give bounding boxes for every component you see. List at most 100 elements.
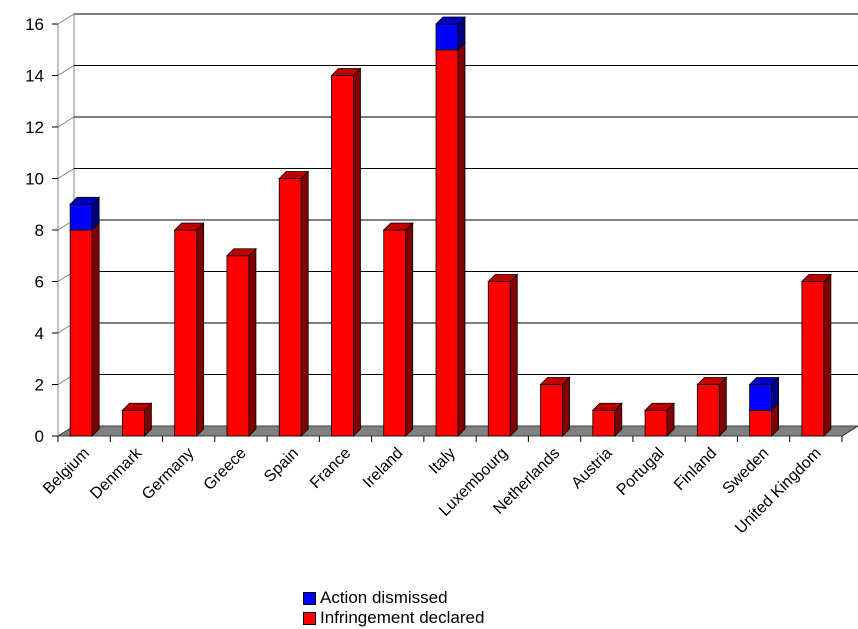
bar-infringement-declared-spain-top xyxy=(278,171,310,179)
bar-group-belgium xyxy=(69,196,101,437)
bar-infringement-declared-germany-front xyxy=(174,229,198,437)
bar-infringement-declared-united-kingdom-side xyxy=(823,273,832,437)
bar-infringement-declared-portugal-front xyxy=(644,409,668,437)
bar-infringement-declared-netherlands-top xyxy=(539,377,571,385)
bar-infringement-declared-ireland-top xyxy=(382,222,414,231)
legend-item-infringement-declared: Infringement declared xyxy=(303,608,484,628)
bar-infringement-declared-austria xyxy=(591,402,623,437)
x-tick-label-portugal: Portugal xyxy=(614,445,668,499)
bar-infringement-declared-denmark xyxy=(121,402,153,437)
bar-infringement-declared-belgium xyxy=(69,222,101,437)
y-tick-label: 6 xyxy=(35,273,44,292)
bar-infringement-declared-greece xyxy=(225,247,257,437)
y-tick-label: 2 xyxy=(35,376,44,395)
y-tick-label: 12 xyxy=(25,118,44,137)
bar-infringement-declared-belgium-side xyxy=(91,222,100,437)
gridline-side xyxy=(57,168,75,179)
bar-action-dismissed-italy xyxy=(435,16,466,51)
bar-infringement-declared-finland-side xyxy=(718,376,727,437)
bar-group-united-kingdom xyxy=(800,273,832,437)
bar-group-sweden xyxy=(748,376,780,437)
bar-infringement-declared-luxembourg xyxy=(487,273,519,437)
bar-infringement-declared-france-side xyxy=(353,67,361,437)
bar-infringement-declared-netherlands xyxy=(539,376,571,437)
bar-action-dismissed-belgium-front xyxy=(69,203,93,231)
bar-infringement-declared-germany xyxy=(173,222,205,437)
bar-infringement-declared-netherlands-side xyxy=(562,376,570,437)
bar-infringement-declared-united-kingdom xyxy=(800,273,832,437)
y-tick-label: 14 xyxy=(25,67,44,86)
x-tick-label-germany: Germany xyxy=(139,445,198,504)
x-tick-label-france: France xyxy=(307,445,354,492)
bar-infringement-declared-united-kingdom-front xyxy=(801,281,825,437)
bar-infringement-declared-portugal xyxy=(644,402,676,437)
bar-action-dismissed-italy-front xyxy=(435,23,459,51)
legend-swatch-infringement-declared xyxy=(303,611,316,625)
bar-infringement-declared-germany-top xyxy=(173,222,205,231)
bar-infringement-declared-finland-front xyxy=(696,384,720,437)
bar-infringement-declared-ireland xyxy=(382,222,414,437)
bar-group-italy xyxy=(435,16,466,437)
y-tick-label: 10 xyxy=(25,170,44,189)
x-tick-label-finland: Finland xyxy=(671,445,720,494)
bars xyxy=(69,16,832,437)
bar-action-dismissed-sweden-top xyxy=(748,377,780,385)
bar-group-spain xyxy=(278,170,310,437)
gridline-side xyxy=(57,65,75,76)
bar-action-dismissed-belgium-top xyxy=(69,196,101,205)
x-tick-label-spain: Spain xyxy=(261,445,302,486)
bar-infringement-declared-spain xyxy=(278,170,310,437)
bar-infringement-declared-denmark-front xyxy=(122,409,145,437)
legend-item-action-dismissed: Action dismissed xyxy=(303,588,484,608)
bar-action-dismissed-italy-top xyxy=(435,16,466,25)
bar-group-netherlands xyxy=(539,376,571,437)
bar-infringement-declared-luxembourg-side xyxy=(509,273,518,437)
bar-action-dismissed-belgium xyxy=(69,196,101,231)
x-tick-label-sweden: Sweden xyxy=(720,445,773,498)
bar-group-ireland xyxy=(382,222,414,437)
bar-infringement-declared-germany-side xyxy=(196,222,205,437)
bar-infringement-declared-sweden-front xyxy=(749,409,772,437)
x-tick-label-austria: Austria xyxy=(568,445,615,492)
bar-infringement-declared-italy-front xyxy=(435,49,459,437)
bar-infringement-declared-france-front xyxy=(331,75,354,437)
bar-infringement-declared-greece-front xyxy=(226,255,250,437)
bar-infringement-declared-belgium-front xyxy=(69,229,93,437)
bar-infringement-declared-italy xyxy=(435,41,466,437)
bar-infringement-declared-france-top xyxy=(330,68,362,76)
bar-infringement-declared-france xyxy=(330,67,362,437)
bar-infringement-declared-portugal-top xyxy=(644,402,676,411)
bar-infringement-declared-spain-side xyxy=(300,170,309,437)
bar-group-denmark xyxy=(121,402,153,437)
x-tick-label-greece: Greece xyxy=(201,445,250,494)
y-tick-label: 4 xyxy=(35,324,44,343)
legend-swatch-action-dismissed xyxy=(303,591,316,605)
gridline-side xyxy=(57,116,75,128)
y-tick-label: 0 xyxy=(35,427,44,446)
y-tick-label: 8 xyxy=(35,221,44,240)
x-axis-end xyxy=(841,425,858,437)
bar-infringement-declared-luxembourg-top xyxy=(487,274,519,282)
bar-infringement-declared-spain-front xyxy=(278,178,302,437)
x-tick-label-denmark: Denmark xyxy=(87,444,146,503)
bar-group-greece xyxy=(225,247,257,437)
x-tick-label-italy: Italy xyxy=(426,445,459,478)
bar-infringement-declared-greece-top xyxy=(225,248,257,257)
bar-group-luxembourg xyxy=(487,273,519,437)
bar-group-france xyxy=(330,67,362,437)
legend: Action dismissed Infringement declared xyxy=(303,588,484,628)
bar-infringement-declared-finland-top xyxy=(696,377,728,385)
bar-group-germany xyxy=(173,222,205,437)
bar-infringement-declared-greece-side xyxy=(248,247,257,437)
bar-infringement-declared-ireland-front xyxy=(383,229,407,437)
bar-action-dismissed-sweden-front xyxy=(749,384,772,411)
bar-infringement-declared-italy-side xyxy=(457,41,466,437)
x-tick-label-ireland: Ireland xyxy=(360,445,407,492)
legend-label-infringement-declared: Infringement declared xyxy=(320,608,485,627)
bar-infringement-declared-united-kingdom-top xyxy=(800,274,832,282)
bar-infringement-declared-denmark-top xyxy=(121,402,153,411)
gridlines xyxy=(57,13,858,385)
bar-infringement-declared-netherlands-front xyxy=(540,384,563,437)
